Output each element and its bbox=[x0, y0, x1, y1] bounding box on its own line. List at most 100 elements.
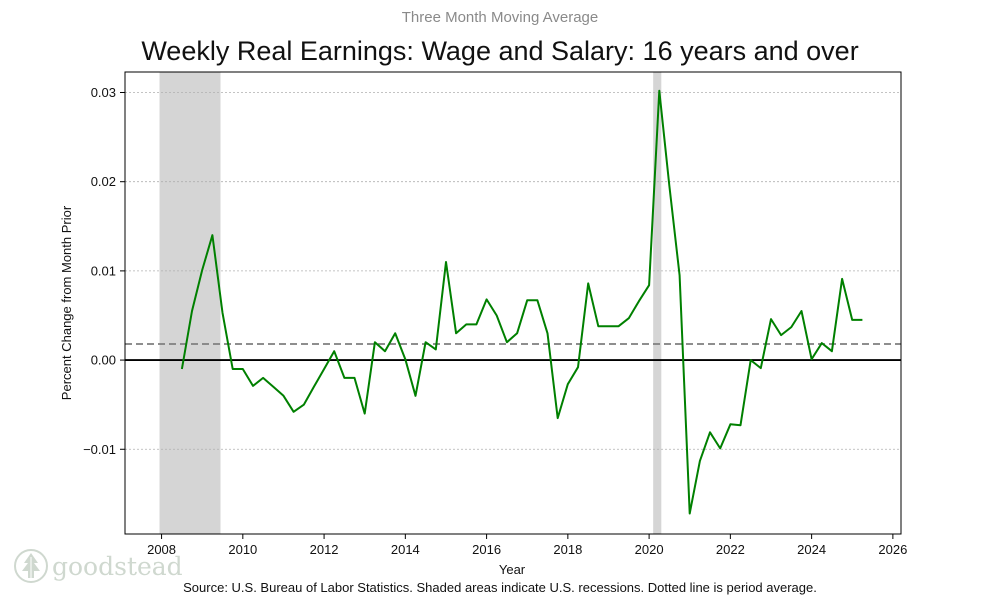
series-line-0 bbox=[180, 89, 863, 515]
data-point-0-17 bbox=[354, 377, 356, 379]
data-point-0-27 bbox=[455, 332, 457, 334]
data-point-0-65 bbox=[841, 278, 843, 280]
data-point-0-39 bbox=[577, 366, 579, 368]
data-point-0-51 bbox=[699, 460, 701, 462]
data-point-0-43 bbox=[618, 325, 620, 327]
recession-shading bbox=[159, 72, 662, 534]
data-point-0-56 bbox=[750, 359, 752, 361]
data-point-0-0 bbox=[181, 368, 183, 370]
data-point-0-16 bbox=[343, 377, 345, 379]
x-tick-label-2: 2012 bbox=[310, 542, 339, 557]
data-point-0-20 bbox=[384, 350, 386, 352]
data-point-0-1 bbox=[191, 310, 193, 312]
x-tick-label-8: 2024 bbox=[797, 542, 826, 557]
tree-icon bbox=[14, 549, 48, 583]
data-point-0-67 bbox=[861, 319, 863, 321]
data-point-0-12 bbox=[303, 404, 305, 406]
source-note: Source: U.S. Bureau of Labor Statistics.… bbox=[183, 580, 817, 595]
data-point-0-15 bbox=[333, 350, 335, 352]
data-point-0-31 bbox=[496, 315, 498, 317]
data-point-0-52 bbox=[709, 431, 711, 433]
data-point-0-35 bbox=[536, 299, 538, 301]
grid-lines bbox=[125, 92, 901, 450]
data-point-0-4 bbox=[222, 312, 224, 314]
recession-band-1 bbox=[653, 72, 662, 534]
x-tick-label-6: 2020 bbox=[635, 542, 664, 557]
data-point-0-47 bbox=[658, 90, 660, 92]
data-point-0-48 bbox=[668, 185, 670, 187]
data-point-0-60 bbox=[790, 326, 792, 328]
data-point-0-54 bbox=[729, 423, 731, 425]
data-point-0-59 bbox=[780, 334, 782, 336]
data-point-0-26 bbox=[445, 261, 447, 263]
x-tick-label-4: 2016 bbox=[472, 542, 501, 557]
data-point-0-66 bbox=[851, 319, 853, 321]
data-point-0-29 bbox=[475, 323, 477, 325]
data-point-0-11 bbox=[293, 411, 295, 413]
chart-title: Weekly Real Earnings: Wage and Salary: 1… bbox=[141, 36, 859, 66]
data-point-0-13 bbox=[313, 386, 315, 388]
y-tick-label-3: 0.02 bbox=[91, 174, 116, 189]
data-point-0-6 bbox=[242, 368, 244, 370]
data-point-0-10 bbox=[283, 395, 285, 397]
recession-band-0 bbox=[159, 72, 221, 534]
y-tick-label-0: −0.01 bbox=[83, 442, 116, 457]
x-tick-label-5: 2018 bbox=[553, 542, 582, 557]
x-tick-label-0: 2008 bbox=[147, 542, 176, 557]
data-point-0-36 bbox=[547, 332, 549, 334]
data-point-0-55 bbox=[740, 424, 742, 426]
x-tick-label-3: 2014 bbox=[391, 542, 420, 557]
data-point-0-18 bbox=[364, 413, 366, 415]
data-point-0-58 bbox=[770, 318, 772, 320]
data-point-0-23 bbox=[415, 395, 417, 397]
x-tick-label-1: 2010 bbox=[228, 542, 257, 557]
data-point-0-38 bbox=[567, 383, 569, 385]
chart-subtitle: Three Month Moving Average bbox=[401, 9, 599, 26]
x-tick-label-7: 2022 bbox=[716, 542, 745, 557]
data-point-0-3 bbox=[211, 234, 213, 236]
data-point-0-64 bbox=[831, 350, 833, 352]
data-point-0-62 bbox=[811, 358, 813, 360]
data-point-0-34 bbox=[526, 299, 528, 301]
data-point-0-42 bbox=[608, 325, 610, 327]
data-point-0-40 bbox=[587, 282, 589, 284]
data-point-0-14 bbox=[323, 368, 325, 370]
data-point-0-46 bbox=[648, 284, 650, 286]
data-point-0-8 bbox=[262, 377, 264, 379]
data-point-0-5 bbox=[232, 368, 234, 370]
y-axis-label: Percent Change from Month Prior bbox=[59, 205, 74, 400]
goodstead-logo: goodstead bbox=[14, 548, 183, 584]
plot-frame bbox=[124, 71, 902, 535]
logo-text: goodstead bbox=[52, 551, 183, 581]
axis-ticks: −0.01 0.00 0.01 0.02 0.03 2008 2010 2012 2014 201… bbox=[83, 85, 907, 557]
x-tick-label-9: 2026 bbox=[878, 542, 907, 557]
y-tick-label-4: 0.03 bbox=[91, 85, 116, 100]
reference-lines bbox=[125, 343, 901, 361]
data-point-0-61 bbox=[801, 310, 803, 312]
data-point-0-53 bbox=[719, 447, 721, 449]
data-point-0-44 bbox=[628, 317, 630, 319]
data-point-0-30 bbox=[486, 298, 488, 300]
data-point-0-41 bbox=[597, 325, 599, 327]
data-point-0-7 bbox=[252, 385, 254, 387]
data-point-0-49 bbox=[679, 274, 681, 276]
data-point-0-19 bbox=[374, 341, 376, 343]
data-point-0-33 bbox=[516, 332, 518, 334]
data-point-0-57 bbox=[760, 367, 762, 369]
data-point-0-21 bbox=[394, 332, 396, 334]
y-tick-label-1: 0.00 bbox=[91, 353, 116, 368]
data-point-0-24 bbox=[425, 341, 427, 343]
series-layer bbox=[180, 89, 863, 515]
data-point-0-45 bbox=[638, 300, 640, 302]
data-point-0-22 bbox=[404, 358, 406, 360]
data-point-0-50 bbox=[689, 513, 691, 515]
data-point-0-37 bbox=[557, 417, 559, 419]
data-point-0-9 bbox=[272, 386, 274, 388]
data-point-0-28 bbox=[465, 323, 467, 325]
x-axis-label: Year bbox=[499, 562, 526, 577]
data-point-0-63 bbox=[821, 342, 823, 344]
y-tick-label-2: 0.01 bbox=[91, 263, 116, 278]
data-point-0-2 bbox=[201, 269, 203, 271]
data-point-0-32 bbox=[506, 341, 508, 343]
